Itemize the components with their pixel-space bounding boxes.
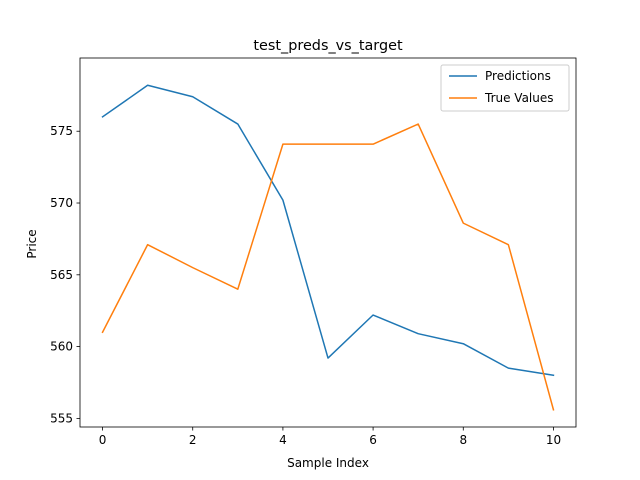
x-tick-label: 4 (279, 433, 287, 447)
y-axis-label: Price (25, 229, 39, 258)
legend-label-1: Predictions (485, 69, 551, 83)
x-tick-label: 2 (189, 433, 197, 447)
x-tick-label: 8 (459, 433, 467, 447)
axes-frame (79, 57, 577, 428)
plot-area: 0 2 4 6 8 10 555 560 565 570 575 Predictions True Va… (50, 57, 577, 447)
y-tick-label: 575 (50, 124, 73, 138)
y-tick-label: 565 (50, 268, 73, 282)
series-line-1 (101, 84, 555, 377)
x-tick-label: 0 (99, 433, 107, 447)
x-tick-label: 6 (369, 433, 377, 447)
series-line-2 (101, 123, 555, 411)
y-tick-label: 560 (50, 340, 73, 354)
x-tick-label: 10 (546, 433, 561, 447)
legend-label-2: True Values (484, 91, 554, 105)
x-axis-label: Sample Index (287, 456, 369, 470)
y-tick-label: 555 (50, 411, 73, 425)
y-tick-label: 570 (50, 196, 73, 210)
chart-title: test_preds_vs_target (253, 38, 403, 54)
